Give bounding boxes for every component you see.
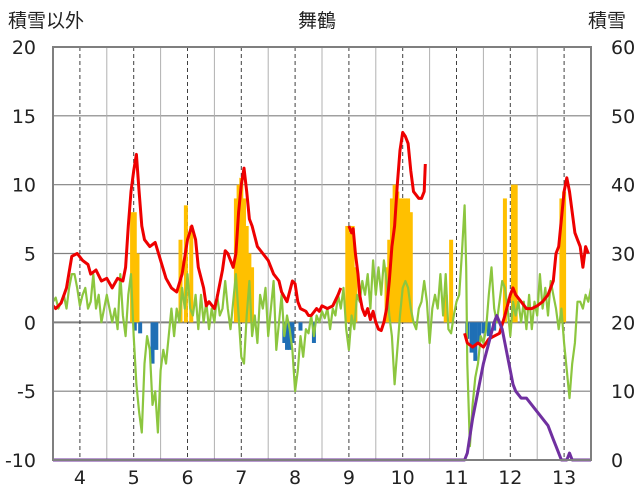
plot-frame [52, 46, 592, 461]
bar-positive [347, 232, 352, 323]
y-left-tick-label: -5 [17, 381, 36, 403]
bar-positive [403, 198, 408, 323]
x-tick-label: 7 [235, 467, 247, 489]
bar-negative [154, 322, 159, 350]
bar-positive [350, 225, 355, 323]
y-left-tick-label: 20 [12, 37, 36, 59]
left-axis-label: 積雪以外 [8, 10, 84, 32]
bar-negative [298, 322, 303, 331]
x-tick-label: 10 [391, 467, 415, 489]
bar-negative [132, 322, 137, 331]
bar-positive [130, 212, 135, 323]
temperature-line [51, 152, 343, 317]
y-right-tick-label: 60 [611, 37, 635, 59]
chart-title: 舞鶴 [298, 10, 336, 32]
bar-negative [290, 322, 295, 343]
y-left-tick-label: 10 [12, 175, 36, 197]
bar-positive [236, 184, 241, 323]
x-tick-label: 6 [181, 467, 193, 489]
bar-negative [469, 322, 474, 353]
y-left-tick-label: 5 [24, 244, 36, 266]
y-right-tick-label: 30 [611, 244, 635, 266]
y-right-tick-label: 20 [611, 312, 635, 334]
bar-positive [406, 198, 411, 323]
x-tick-label: 12 [498, 467, 522, 489]
temperature-line [347, 130, 427, 333]
right-axis-label: 積雪 [588, 10, 626, 32]
y-right-tick-label: 0 [611, 450, 623, 472]
bar-positive [395, 191, 400, 323]
bar-positive [183, 205, 188, 323]
y-right-tick-label: 40 [611, 175, 635, 197]
x-tick-label: 5 [128, 467, 140, 489]
humidity-change-line [52, 204, 593, 448]
tick-labels: -10 -5 0 5 10 15 20 0 10 20 30 40 50 60 4 5 6 7 8 9 10 11 12 13 [5, 37, 635, 489]
bar-positive [241, 198, 246, 323]
bar-positive [345, 225, 350, 323]
x-tick-label: 8 [289, 467, 301, 489]
x-tick-label: 13 [552, 467, 576, 489]
y-left-tick-label: 15 [12, 106, 36, 128]
y-left-tick-label: 0 [24, 312, 36, 334]
bar-negative [486, 322, 491, 337]
plot-border [52, 46, 592, 461]
y-right-tick-label: 50 [611, 106, 635, 128]
bar-positive [513, 184, 518, 323]
bar-positive [559, 198, 564, 323]
bar-positive [239, 177, 244, 323]
x-tick-label: 11 [444, 467, 468, 489]
bar-positive [353, 267, 358, 323]
bar-positive [244, 225, 249, 323]
bar-negative [481, 322, 486, 334]
bar-positive [189, 225, 194, 323]
x-tick-label: 4 [74, 467, 86, 489]
y-right-tick-label: 10 [611, 381, 635, 403]
bar-positive [510, 184, 515, 323]
x-tick-label: 9 [343, 467, 355, 489]
bar-negative [150, 322, 155, 364]
bar-negative [477, 322, 482, 343]
bar-positive [502, 198, 507, 323]
bar-positive [562, 191, 567, 323]
bar-positive [392, 184, 397, 323]
bar-negative [285, 322, 290, 350]
bar-negative [138, 322, 143, 334]
bar-positive [443, 294, 448, 323]
bar-positive [250, 267, 255, 323]
bar-positive [135, 253, 140, 323]
bar-positive [132, 212, 137, 323]
bar-positive [449, 239, 454, 323]
bar-positive [400, 198, 405, 323]
bar-positive [408, 212, 413, 323]
bar-negative [473, 322, 478, 361]
y-left-tick-label: -10 [5, 450, 36, 472]
bar-positive [398, 198, 403, 323]
